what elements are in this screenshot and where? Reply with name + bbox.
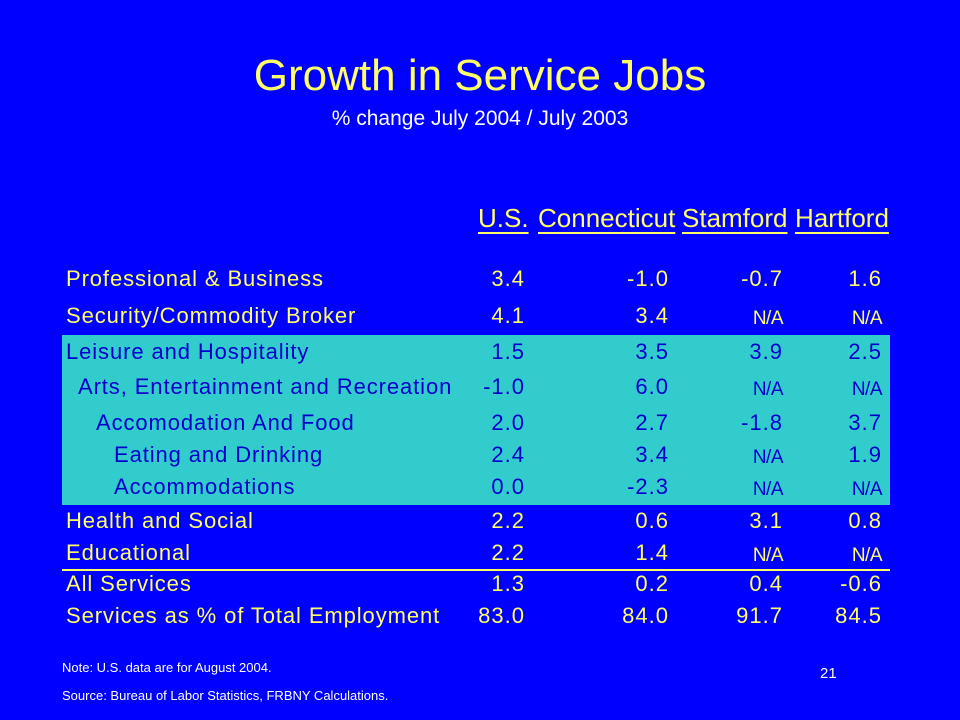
cell-us: 2.4 [491, 442, 525, 467]
cell-us: 3.4 [491, 266, 525, 291]
cell-connecticut: 3.5 [635, 339, 669, 364]
table-row: Accommodations 0.0 -2.3 N/A N/A [0, 471, 960, 504]
cell-us: 2.0 [491, 410, 525, 435]
row-label: All Services [66, 571, 192, 596]
cell-hartford: N/A [851, 308, 883, 329]
column-header-us: U.S. [478, 203, 529, 233]
cell-stamford: 0.4 [749, 571, 783, 596]
cell-stamford: 91.7 [736, 603, 783, 628]
cell-stamford: N/A [752, 479, 784, 500]
row-label: Eating and Drinking [114, 442, 324, 467]
row-label: Educational [66, 540, 191, 565]
column-header-connecticut: Connecticut [538, 203, 676, 233]
leisure-highlight-band [62, 335, 890, 505]
row-label: Professional & Business [66, 266, 324, 291]
table-row: Health and Social 2.2 0.6 3.1 0.8 [0, 505, 960, 538]
table-row: Eating and Drinking 2.4 3.4 N/A 1.9 [0, 439, 960, 472]
cell-stamford: N/A [752, 447, 784, 468]
cell-connecticut: 3.4 [635, 303, 669, 328]
cell-hartford: 1.9 [848, 442, 882, 467]
cell-stamford: N/A [752, 545, 784, 566]
cell-stamford: N/A [752, 308, 784, 329]
cell-us: -1.0 [483, 374, 525, 399]
cell-stamford: -1.8 [741, 410, 783, 435]
cell-hartford: 1.6 [848, 266, 882, 291]
row-label: Health and Social [66, 508, 254, 533]
row-label: Accomodation And Food [96, 410, 355, 435]
column-header-hartford: Hartford [795, 203, 889, 233]
cell-connecticut: 2.7 [635, 410, 669, 435]
cell-connecticut: 0.6 [635, 508, 669, 533]
cell-us: 4.1 [491, 303, 525, 328]
cell-connecticut: 1.4 [635, 540, 669, 565]
row-label: Leisure and Hospitality [66, 339, 310, 364]
row-label: Accommodations [114, 474, 296, 499]
table-row: Leisure and Hospitality 1.5 3.5 3.9 2.5 [0, 336, 960, 369]
row-label: Services as % of Total Employment [66, 603, 441, 628]
cell-hartford: 2.5 [848, 339, 882, 364]
cell-connecticut: -2.3 [627, 474, 669, 499]
cell-hartford: 0.8 [848, 508, 882, 533]
table-row: Professional & Business 3.4 -1.0 -0.7 1.6 [0, 263, 960, 296]
cell-us: 1.5 [491, 339, 525, 364]
column-header-stamford: Stamford [682, 203, 788, 233]
cell-stamford: 3.1 [749, 508, 783, 533]
cell-hartford: N/A [851, 379, 883, 400]
cell-connecticut: 6.0 [635, 374, 669, 399]
table-row: Security/Commodity Broker 4.1 3.4 N/A N/A [0, 300, 960, 333]
slide-title: Growth in Service Jobs [253, 51, 707, 100]
row-label: Security/Commodity Broker [66, 303, 357, 328]
cell-connecticut: -1.0 [627, 266, 669, 291]
cell-connecticut: 0.2 [635, 571, 669, 596]
cell-hartford: 3.7 [848, 410, 882, 435]
table-row: Services as % of Total Employment 83.0 84.… [0, 600, 960, 633]
source-note: Source: Bureau of Labor Statistics, FRBN… [62, 688, 389, 703]
cell-us: 2.2 [491, 540, 525, 565]
cell-hartford: N/A [851, 479, 883, 500]
table-row: Accomodation And Food 2.0 2.7 -1.8 3.7 [0, 407, 960, 440]
row-label: Arts, Entertainment and Recreation [78, 374, 453, 399]
cell-us: 1.3 [491, 571, 525, 596]
slide-subtitle: % change July 2004 / July 2003 [331, 107, 629, 130]
cell-us: 0.0 [491, 474, 525, 499]
cell-connecticut: 3.4 [635, 442, 669, 467]
cell-us: 2.2 [491, 508, 525, 533]
cell-connecticut: 84.0 [622, 603, 669, 628]
cell-hartford: 84.5 [835, 603, 882, 628]
cell-us: 83.0 [478, 603, 525, 628]
cell-stamford: 3.9 [749, 339, 783, 364]
cell-hartford: N/A [851, 545, 883, 566]
table-row: All Services 1.3 0.2 0.4 -0.6 [0, 568, 960, 601]
cell-stamford: N/A [752, 379, 784, 400]
total-divider-rule [62, 569, 890, 571]
table-row: Arts, Entertainment and Recreation -1.0 6.… [0, 371, 960, 404]
cell-hartford: -0.6 [840, 571, 882, 596]
page-number: 21 [820, 665, 837, 682]
footnote: Note: U.S. data are for August 2004. [62, 660, 272, 675]
table-row: Educational 2.2 1.4 N/A N/A [0, 537, 960, 570]
cell-stamford: -0.7 [741, 266, 783, 291]
